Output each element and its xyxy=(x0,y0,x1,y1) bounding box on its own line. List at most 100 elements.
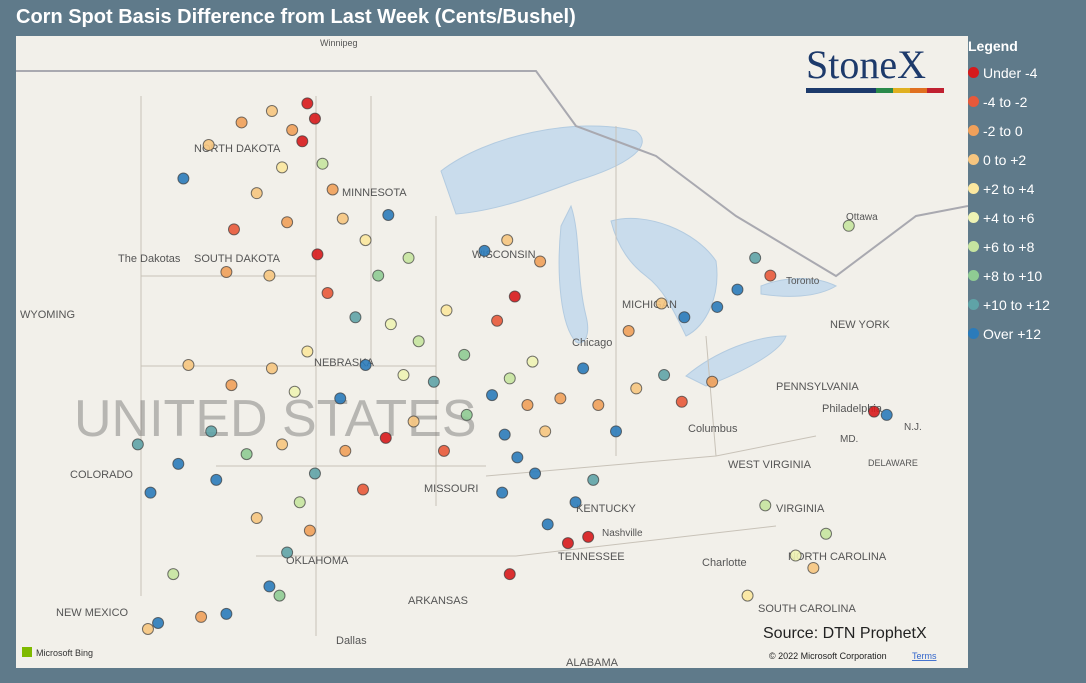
location-dot xyxy=(263,269,276,282)
location-dot xyxy=(372,269,385,282)
location-dot xyxy=(880,408,893,421)
map-label: TENNESSEE xyxy=(558,551,625,563)
legend-label: +4 to +6 xyxy=(983,209,1035,226)
map-label: MISSOURI xyxy=(424,483,478,495)
location-dot xyxy=(240,448,253,461)
terms-link[interactable]: Terms xyxy=(912,651,937,661)
location-dot xyxy=(610,425,623,438)
legend-title: Legend xyxy=(968,38,1018,54)
map-label: Philadelphia xyxy=(822,403,883,415)
legend-swatch xyxy=(968,96,979,107)
legend-item: -4 to -2 xyxy=(968,87,1050,116)
map-background xyxy=(16,36,968,668)
location-dot xyxy=(152,616,165,629)
location-dot xyxy=(789,549,802,562)
map-label: ALABAMA xyxy=(566,657,619,668)
legend-label: Over +12 xyxy=(983,325,1041,342)
location-dot xyxy=(759,499,772,512)
location-dot xyxy=(539,425,552,438)
location-dot xyxy=(529,467,542,480)
source: Source: DTN ProphetX xyxy=(763,625,927,642)
logo-bar xyxy=(806,88,944,93)
legend: Legend Under -4 -4 to -2 -2 to 0 0 to +2 +2 … xyxy=(968,38,1050,348)
map: Winnipeg NORTH DAKOTA MINNESOTA The Dakotas… xyxy=(16,36,968,668)
location-dot xyxy=(741,589,754,602)
location-dot xyxy=(508,290,521,303)
map-label: VIRGINIA xyxy=(776,503,825,515)
location-dot xyxy=(498,428,511,441)
logo-bar xyxy=(876,88,893,93)
location-dot xyxy=(478,244,491,257)
location-dot xyxy=(534,255,547,268)
copyright: © 2022 Microsoft Corporation xyxy=(769,651,887,661)
location-dot xyxy=(210,473,223,486)
location-dot xyxy=(521,399,534,412)
location-dot xyxy=(281,216,294,229)
location-dot xyxy=(842,219,855,232)
location-dot xyxy=(569,496,582,509)
location-dot xyxy=(541,518,554,531)
location-dot xyxy=(382,208,395,221)
logo-text: StoneX xyxy=(806,42,926,87)
location-dot xyxy=(807,561,820,574)
map-label: The Dakotas xyxy=(118,253,181,265)
location-dot xyxy=(711,300,724,313)
location-dot xyxy=(167,568,180,581)
map-label: MINNESOTA xyxy=(342,187,407,199)
legend-swatch xyxy=(968,154,979,165)
location-dot xyxy=(437,444,450,457)
location-dot xyxy=(182,358,195,371)
legend-item: +8 to +10 xyxy=(968,261,1050,290)
location-dot xyxy=(427,375,440,388)
dots xyxy=(131,97,893,636)
location-dot xyxy=(706,375,719,388)
legend-swatch xyxy=(968,67,979,78)
location-dot xyxy=(202,139,215,152)
location-dot xyxy=(296,135,309,148)
location-dot xyxy=(460,408,473,421)
map-label: Charlotte xyxy=(702,557,747,569)
map-label: DELAWARE xyxy=(868,458,918,468)
location-dot xyxy=(501,234,514,247)
location-dot xyxy=(458,348,471,361)
location-dot xyxy=(526,355,539,368)
location-dot xyxy=(220,266,233,279)
map-label: NEW MEXICO xyxy=(56,607,129,619)
location-dot xyxy=(384,318,397,331)
location-dot xyxy=(326,183,339,196)
legend-label: +10 to +12 xyxy=(983,296,1050,313)
location-dot xyxy=(357,483,370,496)
location-dot xyxy=(265,362,278,375)
location-dot xyxy=(820,527,832,540)
location-dot xyxy=(402,251,415,264)
map-label: NORTH DAKOTA xyxy=(194,143,281,155)
legend-label: +2 to +4 xyxy=(983,180,1035,197)
legend-label: Under -4 xyxy=(983,64,1038,81)
location-dot xyxy=(731,283,744,296)
location-dot xyxy=(379,431,392,444)
location-dot xyxy=(554,392,567,405)
map-label: Columbus xyxy=(688,423,738,435)
location-dot xyxy=(281,546,294,559)
legend-swatch xyxy=(968,212,979,223)
location-dot xyxy=(764,269,777,282)
location-dot xyxy=(141,623,154,636)
map-label: NEBRASKA xyxy=(314,357,375,369)
legend-label: -2 to 0 xyxy=(983,122,1023,139)
location-dot xyxy=(286,124,299,137)
location-dot xyxy=(308,467,321,480)
location-dot xyxy=(276,438,289,451)
location-dot xyxy=(868,405,881,418)
location-dot xyxy=(288,385,301,398)
map-label: NORTH CAROLINA xyxy=(788,551,887,563)
legend-swatch xyxy=(968,241,979,252)
location-dot xyxy=(503,372,516,385)
map-label: Dallas xyxy=(336,635,367,647)
location-dot xyxy=(511,451,524,464)
location-dot xyxy=(273,589,286,602)
map-label: COLORADO xyxy=(70,469,133,481)
location-dot xyxy=(144,486,157,499)
location-dot xyxy=(220,607,233,620)
location-dot xyxy=(265,105,278,118)
